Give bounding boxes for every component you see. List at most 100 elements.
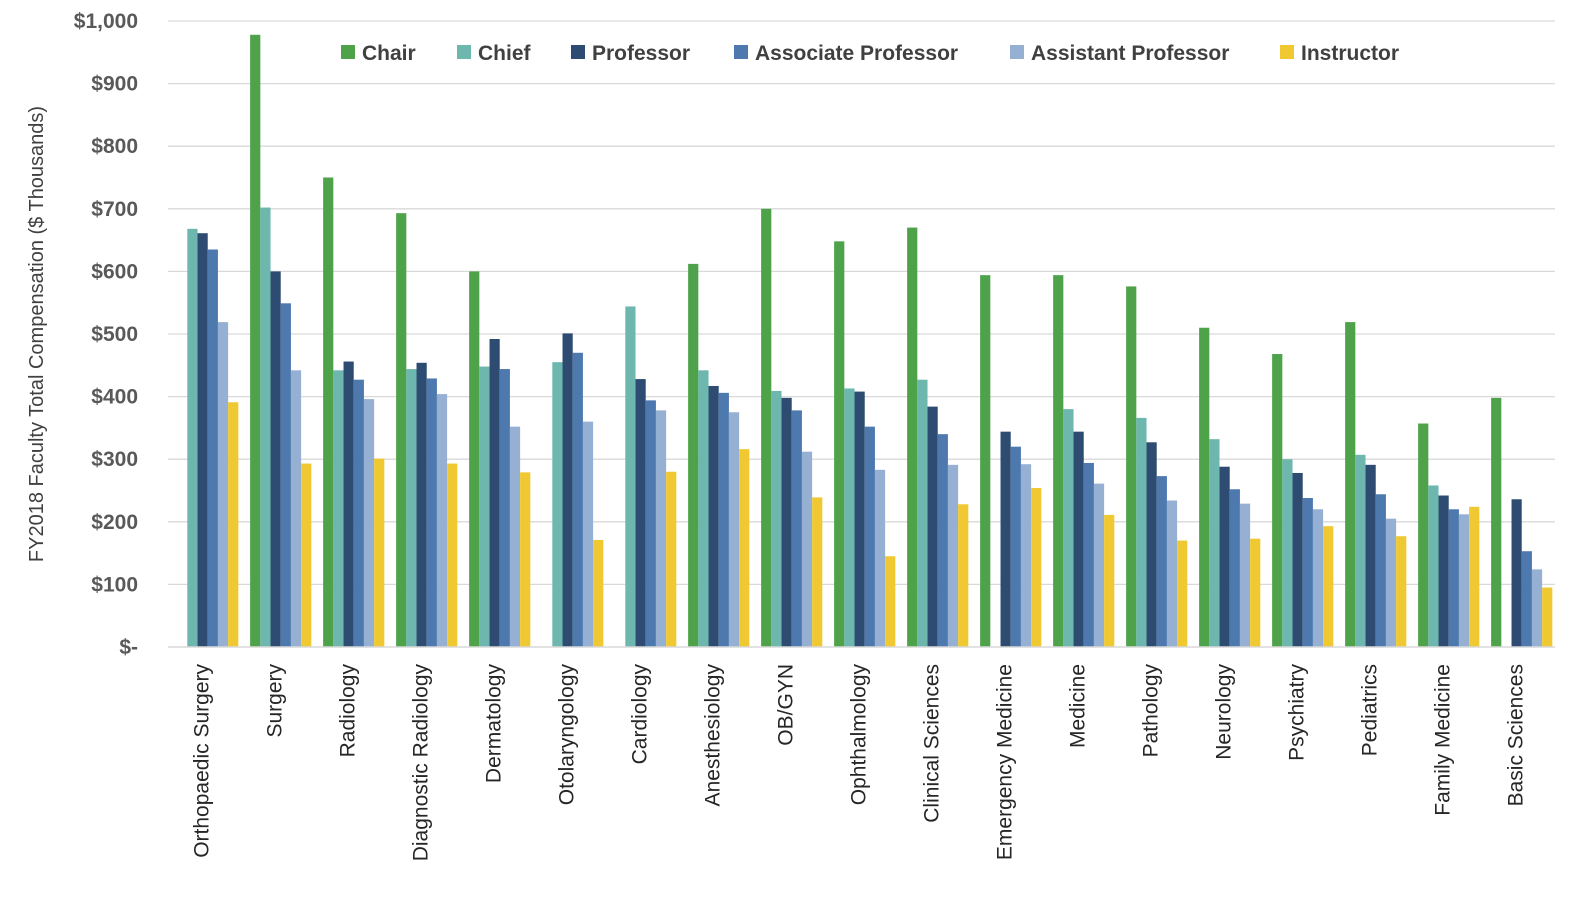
bars <box>187 34 1553 648</box>
y-tick-label: $200 <box>91 511 138 534</box>
legend-label: Assistant Professor <box>1031 42 1229 65</box>
bar <box>874 469 886 647</box>
x-tick-label: Radiology <box>337 664 360 758</box>
bar <box>728 412 740 647</box>
bar <box>1083 462 1094 647</box>
bar <box>1166 500 1178 647</box>
bar <box>416 362 427 647</box>
bar <box>343 361 354 647</box>
legend-swatch <box>734 45 748 59</box>
bar <box>1418 423 1429 647</box>
bar <box>1156 476 1167 647</box>
bar <box>771 390 782 647</box>
bar <box>552 362 563 647</box>
bar <box>834 241 845 648</box>
bar <box>374 458 385 647</box>
bar <box>1375 494 1386 647</box>
y-axis-label: FY2018 Faculty Total Compensation ($ Tho… <box>26 106 48 562</box>
bar <box>1177 540 1188 647</box>
bar <box>228 402 239 647</box>
legend-label: Professor <box>592 42 690 65</box>
bar <box>1020 464 1032 647</box>
bar <box>1250 538 1261 647</box>
bar <box>812 497 823 647</box>
bar <box>1104 514 1115 647</box>
bar <box>1126 286 1137 647</box>
bar <box>635 379 646 647</box>
bar <box>1146 442 1157 647</box>
bar <box>907 227 918 647</box>
bar <box>1458 514 1470 647</box>
bar <box>436 394 448 647</box>
bar <box>1438 495 1449 647</box>
bar <box>301 463 312 647</box>
y-tick-label: $- <box>119 636 138 659</box>
y-tick-label: $700 <box>91 198 138 221</box>
bar <box>1323 526 1334 647</box>
bar <box>582 421 594 647</box>
bar <box>1073 431 1084 647</box>
legend-swatch <box>457 45 471 59</box>
bar <box>1448 509 1459 647</box>
bar <box>1199 327 1210 647</box>
bar <box>801 451 813 647</box>
bar <box>739 449 750 647</box>
x-tick-label: Neurology <box>1213 664 1236 760</box>
x-tick-label: Clinical Sciences <box>921 664 944 823</box>
bar <box>520 472 531 647</box>
bar <box>250 34 261 648</box>
bar <box>447 463 458 647</box>
bar <box>718 392 729 647</box>
bar <box>885 556 896 647</box>
y-tick-label: $1,000 <box>74 10 138 33</box>
bar <box>489 339 500 647</box>
legend-swatch <box>571 45 585 59</box>
bar <box>980 275 991 647</box>
bar <box>353 379 364 647</box>
bar <box>1282 459 1293 647</box>
bar <box>469 271 480 647</box>
bar <box>1511 499 1522 647</box>
bar <box>958 504 969 647</box>
legend-label: Chief <box>478 42 532 65</box>
bar <box>1053 275 1064 647</box>
bar <box>572 352 583 647</box>
bar <box>844 388 855 647</box>
bar <box>363 399 375 647</box>
x-tick-label: OB/GYN <box>775 664 798 746</box>
bar <box>426 378 437 647</box>
y-tick-label: $400 <box>91 386 138 409</box>
bar <box>593 539 604 647</box>
bar <box>947 464 959 647</box>
x-axis-ticks: Orthopaedic Surgery Surgery Radiology Diagn… <box>191 664 1528 862</box>
bar <box>323 177 334 647</box>
bar <box>1531 569 1543 647</box>
bar <box>1542 587 1553 647</box>
bar <box>270 271 281 647</box>
bar <box>791 410 802 647</box>
x-tick-label: Orthopaedic Surgery <box>191 664 214 858</box>
x-tick-label: Psychiatry <box>1286 664 1309 761</box>
bar <box>1239 503 1251 647</box>
bar <box>1093 483 1105 647</box>
bar <box>1272 354 1283 647</box>
bar <box>917 379 928 647</box>
bar <box>333 370 344 647</box>
bar <box>1396 536 1407 647</box>
x-tick-label: Emergency Medicine <box>994 664 1017 860</box>
bar <box>290 370 302 647</box>
bar <box>666 471 677 647</box>
y-tick-label: $800 <box>91 135 138 158</box>
bar <box>562 333 573 647</box>
x-tick-label: Diagnostic Radiology <box>410 664 433 862</box>
bar <box>207 249 218 648</box>
bar <box>1229 489 1240 647</box>
bar <box>1385 518 1397 647</box>
bar <box>260 207 271 647</box>
bar <box>499 369 510 647</box>
bar <box>1219 466 1230 647</box>
bar <box>406 369 417 647</box>
bar <box>1010 446 1021 647</box>
bar <box>1365 464 1376 647</box>
